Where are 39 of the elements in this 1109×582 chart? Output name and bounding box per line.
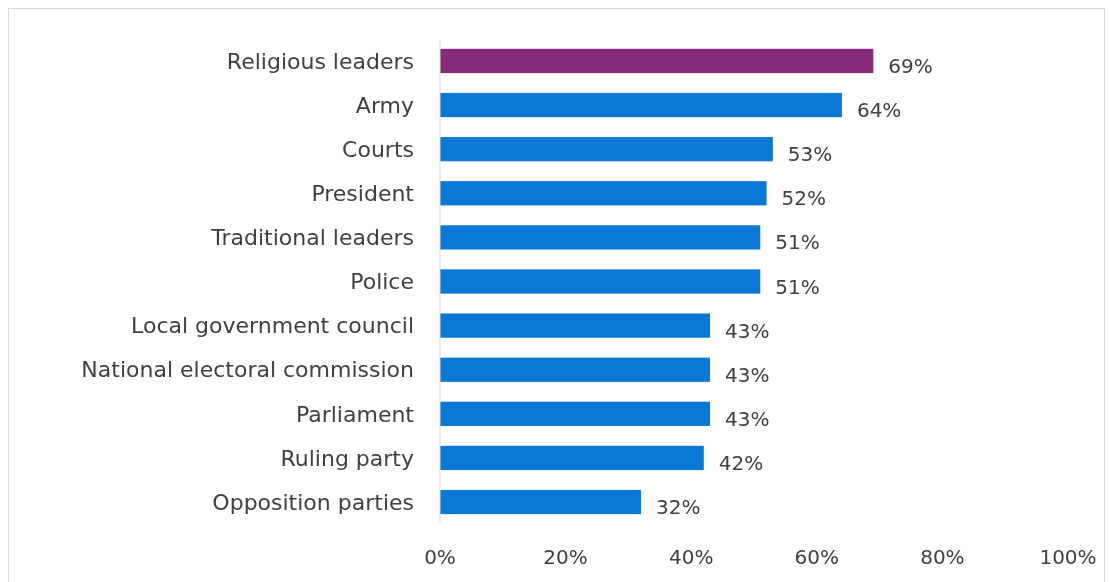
bar bbox=[440, 225, 761, 250]
bar bbox=[440, 445, 704, 471]
data-label: 43% bbox=[725, 406, 770, 431]
bar bbox=[440, 92, 842, 118]
bar bbox=[440, 489, 641, 515]
x-tick-label: 0% bbox=[424, 545, 456, 569]
y-tick-label: Courts bbox=[342, 136, 414, 162]
data-label: 43% bbox=[725, 318, 770, 343]
bar bbox=[440, 313, 711, 338]
y-tick-label: President bbox=[311, 180, 415, 206]
x-tick-label: 40% bbox=[668, 545, 714, 569]
data-label: 51% bbox=[775, 230, 820, 255]
data-label: 43% bbox=[725, 362, 770, 387]
bar bbox=[440, 357, 711, 382]
x-tick-label: 80% bbox=[920, 545, 965, 569]
data-label: 32% bbox=[655, 495, 701, 520]
x-tick-label: 20% bbox=[543, 545, 588, 569]
bar bbox=[440, 181, 767, 206]
y-tick-label: Religious leaders bbox=[226, 48, 414, 74]
y-tick-label: Police bbox=[350, 269, 414, 295]
x-tick-label: 100% bbox=[1039, 545, 1097, 569]
data-label: 69% bbox=[888, 53, 933, 78]
y-tick-label: Ruling party bbox=[280, 445, 414, 471]
bar bbox=[440, 48, 874, 74]
data-label: 42% bbox=[718, 450, 764, 475]
data-label: 52% bbox=[781, 186, 827, 211]
y-tick-label: Local government council bbox=[131, 313, 414, 339]
y-tick-label: Opposition parties bbox=[212, 489, 414, 515]
x-tick-label: 60% bbox=[794, 545, 840, 569]
data-label: 64% bbox=[856, 98, 902, 123]
data-label: 51% bbox=[775, 274, 820, 299]
y-tick-label: National electoral commission bbox=[81, 357, 414, 383]
y-tick-label: Army bbox=[355, 92, 414, 118]
bar bbox=[440, 269, 761, 294]
data-label: 53% bbox=[787, 142, 833, 167]
y-tick-label: Parliament bbox=[295, 401, 415, 427]
y-tick-label: Traditional leaders bbox=[210, 225, 414, 251]
bar bbox=[440, 137, 773, 162]
bar bbox=[440, 401, 711, 426]
